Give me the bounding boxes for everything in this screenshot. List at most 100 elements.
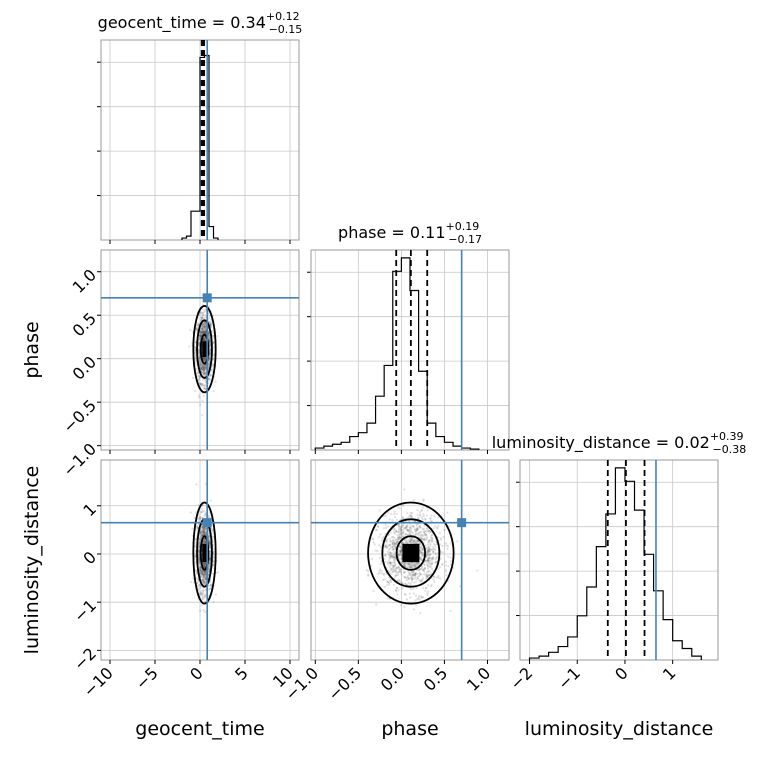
- scatter-point: [400, 553, 403, 556]
- scatter-point: [417, 597, 420, 600]
- scatter-point: [202, 372, 206, 376]
- scatter-point: [398, 507, 402, 510]
- scatter-point: [208, 585, 212, 588]
- scatter-point: [209, 554, 212, 557]
- scatter-point: [395, 530, 398, 534]
- scatter-point: [407, 576, 410, 579]
- scatter-point: [399, 550, 402, 553]
- scatter-point: [421, 548, 424, 551]
- scatter-point: [196, 327, 199, 330]
- scatter-point: [400, 548, 403, 551]
- scatter-point: [201, 325, 204, 328]
- scatter-point: [411, 574, 414, 577]
- scatter-point: [395, 589, 398, 593]
- truth-marker: [457, 518, 467, 528]
- scatter-point: [201, 329, 204, 333]
- scatter-point: [201, 579, 204, 582]
- scatter-point: [200, 507, 204, 510]
- scatter-point: [422, 568, 425, 571]
- scatter-point: [202, 356, 205, 360]
- scatter-point: [444, 542, 447, 545]
- scatter-point: [431, 562, 434, 565]
- scatter-point: [203, 339, 206, 342]
- scatter-point: [207, 362, 211, 365]
- scatter-point: [410, 531, 414, 534]
- scatter-point: [197, 554, 200, 557]
- scatter-point: [388, 562, 392, 565]
- scatter-point: [399, 549, 402, 552]
- scatter-point: [418, 571, 422, 574]
- scatter-point: [200, 591, 203, 595]
- scatter-point: [373, 543, 377, 546]
- scatter-point: [199, 368, 203, 371]
- scatter-point: [393, 512, 396, 516]
- scatter-point: [428, 559, 432, 562]
- scatter-point: [401, 535, 405, 538]
- scatter-point: [208, 545, 211, 548]
- scatter-point: [197, 371, 200, 374]
- scatter-point: [203, 540, 206, 543]
- scatter-point: [446, 544, 449, 547]
- scatter-point: [402, 568, 405, 571]
- scatter-point: [384, 514, 387, 517]
- scatter-point: [200, 572, 203, 575]
- scatter-point: [188, 345, 191, 348]
- scatter-point: [197, 558, 201, 561]
- scatter-point: [444, 560, 448, 563]
- scatter-point: [415, 529, 418, 532]
- scatter-point: [388, 537, 391, 540]
- scatter-point: [428, 546, 431, 549]
- scatter-point: [409, 515, 413, 518]
- scatter-point: [201, 323, 204, 326]
- scatter-point: [198, 567, 201, 571]
- scatter-point: [427, 541, 430, 544]
- scatter-point: [204, 325, 207, 328]
- scatter-point: [413, 527, 417, 531]
- y-tick-label-phase: 0.0: [69, 352, 100, 383]
- x-tick-label-luminosity_distance: 0: [611, 663, 632, 684]
- scatter-point: [202, 358, 205, 361]
- scatter-point: [203, 566, 206, 569]
- scatter-point: [425, 547, 428, 550]
- scatter-point: [427, 590, 430, 593]
- scatter-point: [412, 525, 415, 529]
- scatter-point: [421, 547, 424, 550]
- scatter-point: [444, 544, 448, 547]
- scatter-point: [203, 562, 206, 565]
- scatter-point: [202, 337, 205, 340]
- scatter-point: [202, 369, 205, 372]
- scatter-point: [203, 564, 206, 567]
- scatter-point: [199, 593, 202, 596]
- scatter-point: [421, 554, 424, 557]
- scatter-point: [405, 532, 408, 536]
- scatter-point: [391, 542, 394, 545]
- scatter-point: [198, 583, 201, 586]
- scatter-point: [438, 577, 442, 580]
- scatter-point: [207, 540, 211, 543]
- scatter-point: [432, 550, 435, 553]
- scatter-point: [207, 570, 210, 573]
- scatter-point: [202, 331, 206, 334]
- scatter-point: [203, 573, 207, 576]
- scatter-point: [208, 559, 212, 562]
- scatter-point: [412, 592, 415, 595]
- scatter-point: [417, 525, 421, 528]
- scatter-point: [455, 540, 459, 543]
- scatter-point: [392, 556, 395, 560]
- scatter-point: [395, 566, 399, 570]
- scatter-point: [202, 562, 206, 565]
- scatter-point: [395, 512, 398, 515]
- scatter-point: [203, 564, 206, 567]
- title-name: phase = 0.11: [338, 223, 445, 242]
- scatter-point: [199, 330, 202, 333]
- scatter-point: [427, 549, 430, 552]
- scatter-point: [200, 369, 203, 373]
- scatter-point: [189, 329, 192, 332]
- scatter-point: [399, 550, 402, 554]
- scatter-point: [199, 334, 202, 337]
- scatter-point: [405, 525, 408, 528]
- scatter-point: [200, 569, 204, 572]
- scatter-point: [203, 572, 207, 575]
- scatter-point: [204, 315, 207, 319]
- scatter-point: [198, 351, 201, 355]
